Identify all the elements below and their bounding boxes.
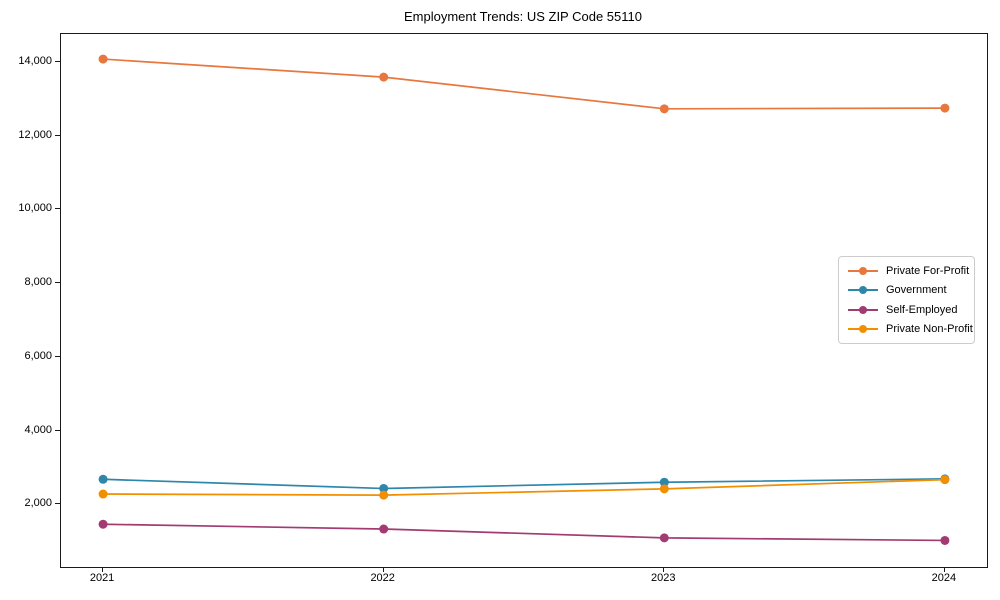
line-series-plot bbox=[98, 54, 950, 545]
y-tick-label: 2,000 bbox=[24, 497, 52, 510]
series-line bbox=[103, 523, 945, 542]
y-tickmark bbox=[55, 208, 60, 210]
y-tickmark bbox=[55, 429, 60, 431]
legend-line-marker-icon bbox=[848, 266, 878, 276]
x-tick-label: 2023 bbox=[651, 572, 676, 584]
data-point-marker bbox=[659, 477, 669, 487]
x-tickmark bbox=[102, 567, 104, 572]
x-tickmark bbox=[663, 567, 665, 572]
chart-title: Employment Trends: US ZIP Code 55110 bbox=[404, 9, 642, 24]
x-tick-label: 2021 bbox=[89, 572, 115, 584]
legend-label: Private For-Profit bbox=[886, 264, 970, 277]
plot-area bbox=[60, 33, 988, 568]
y-tick-label: 4,000 bbox=[24, 423, 52, 436]
legend-item: Government bbox=[848, 281, 966, 301]
data-point-marker bbox=[98, 54, 108, 64]
series-line bbox=[103, 58, 945, 110]
legend-label: Government bbox=[886, 284, 947, 297]
x-tick-label: 2024 bbox=[931, 572, 957, 584]
data-point-marker bbox=[98, 474, 108, 484]
legend-label: Private Non-Profit bbox=[886, 323, 973, 336]
legend-line-marker-icon bbox=[848, 305, 878, 315]
data-point-marker bbox=[659, 104, 669, 114]
data-point-marker bbox=[379, 490, 389, 500]
x-tickmark bbox=[382, 567, 384, 572]
y-tick-label: 8,000 bbox=[24, 276, 52, 289]
data-point-marker bbox=[940, 103, 950, 113]
data-point-marker bbox=[379, 524, 389, 534]
y-tickmark bbox=[55, 134, 60, 136]
legend: Private For-Profit Government Self-Employe… bbox=[838, 256, 975, 344]
data-point-marker bbox=[940, 535, 950, 545]
data-point-marker bbox=[98, 489, 108, 499]
y-tick-label: 6,000 bbox=[24, 349, 52, 362]
data-point-marker bbox=[379, 483, 389, 493]
legend-label: Self-Employed bbox=[886, 303, 958, 316]
legend-item: Self-Employed bbox=[848, 300, 966, 320]
legend-line-marker-icon bbox=[848, 324, 878, 334]
y-tick-label: 14,000 bbox=[18, 55, 52, 67]
data-point-marker bbox=[940, 475, 950, 485]
data-point-marker bbox=[659, 484, 669, 494]
legend-item: Private For-Profit bbox=[848, 261, 970, 281]
x-tick-label: 2022 bbox=[370, 572, 395, 584]
data-point-marker bbox=[379, 72, 389, 82]
y-tickmark bbox=[55, 61, 60, 62]
data-point-marker bbox=[98, 519, 108, 529]
series-line bbox=[103, 478, 945, 496]
legend-line-marker-icon bbox=[848, 285, 878, 295]
data-point-marker bbox=[659, 533, 669, 543]
y-tick-label: 10,000 bbox=[18, 202, 52, 215]
series-line bbox=[103, 478, 945, 490]
y-tick-label: 12,000 bbox=[18, 128, 52, 141]
y-tickmark bbox=[55, 355, 60, 357]
x-tickmark bbox=[943, 567, 945, 572]
y-tickmark bbox=[55, 503, 60, 505]
y-tickmark bbox=[55, 282, 60, 284]
legend-item: Private Non-Profit bbox=[848, 320, 973, 340]
